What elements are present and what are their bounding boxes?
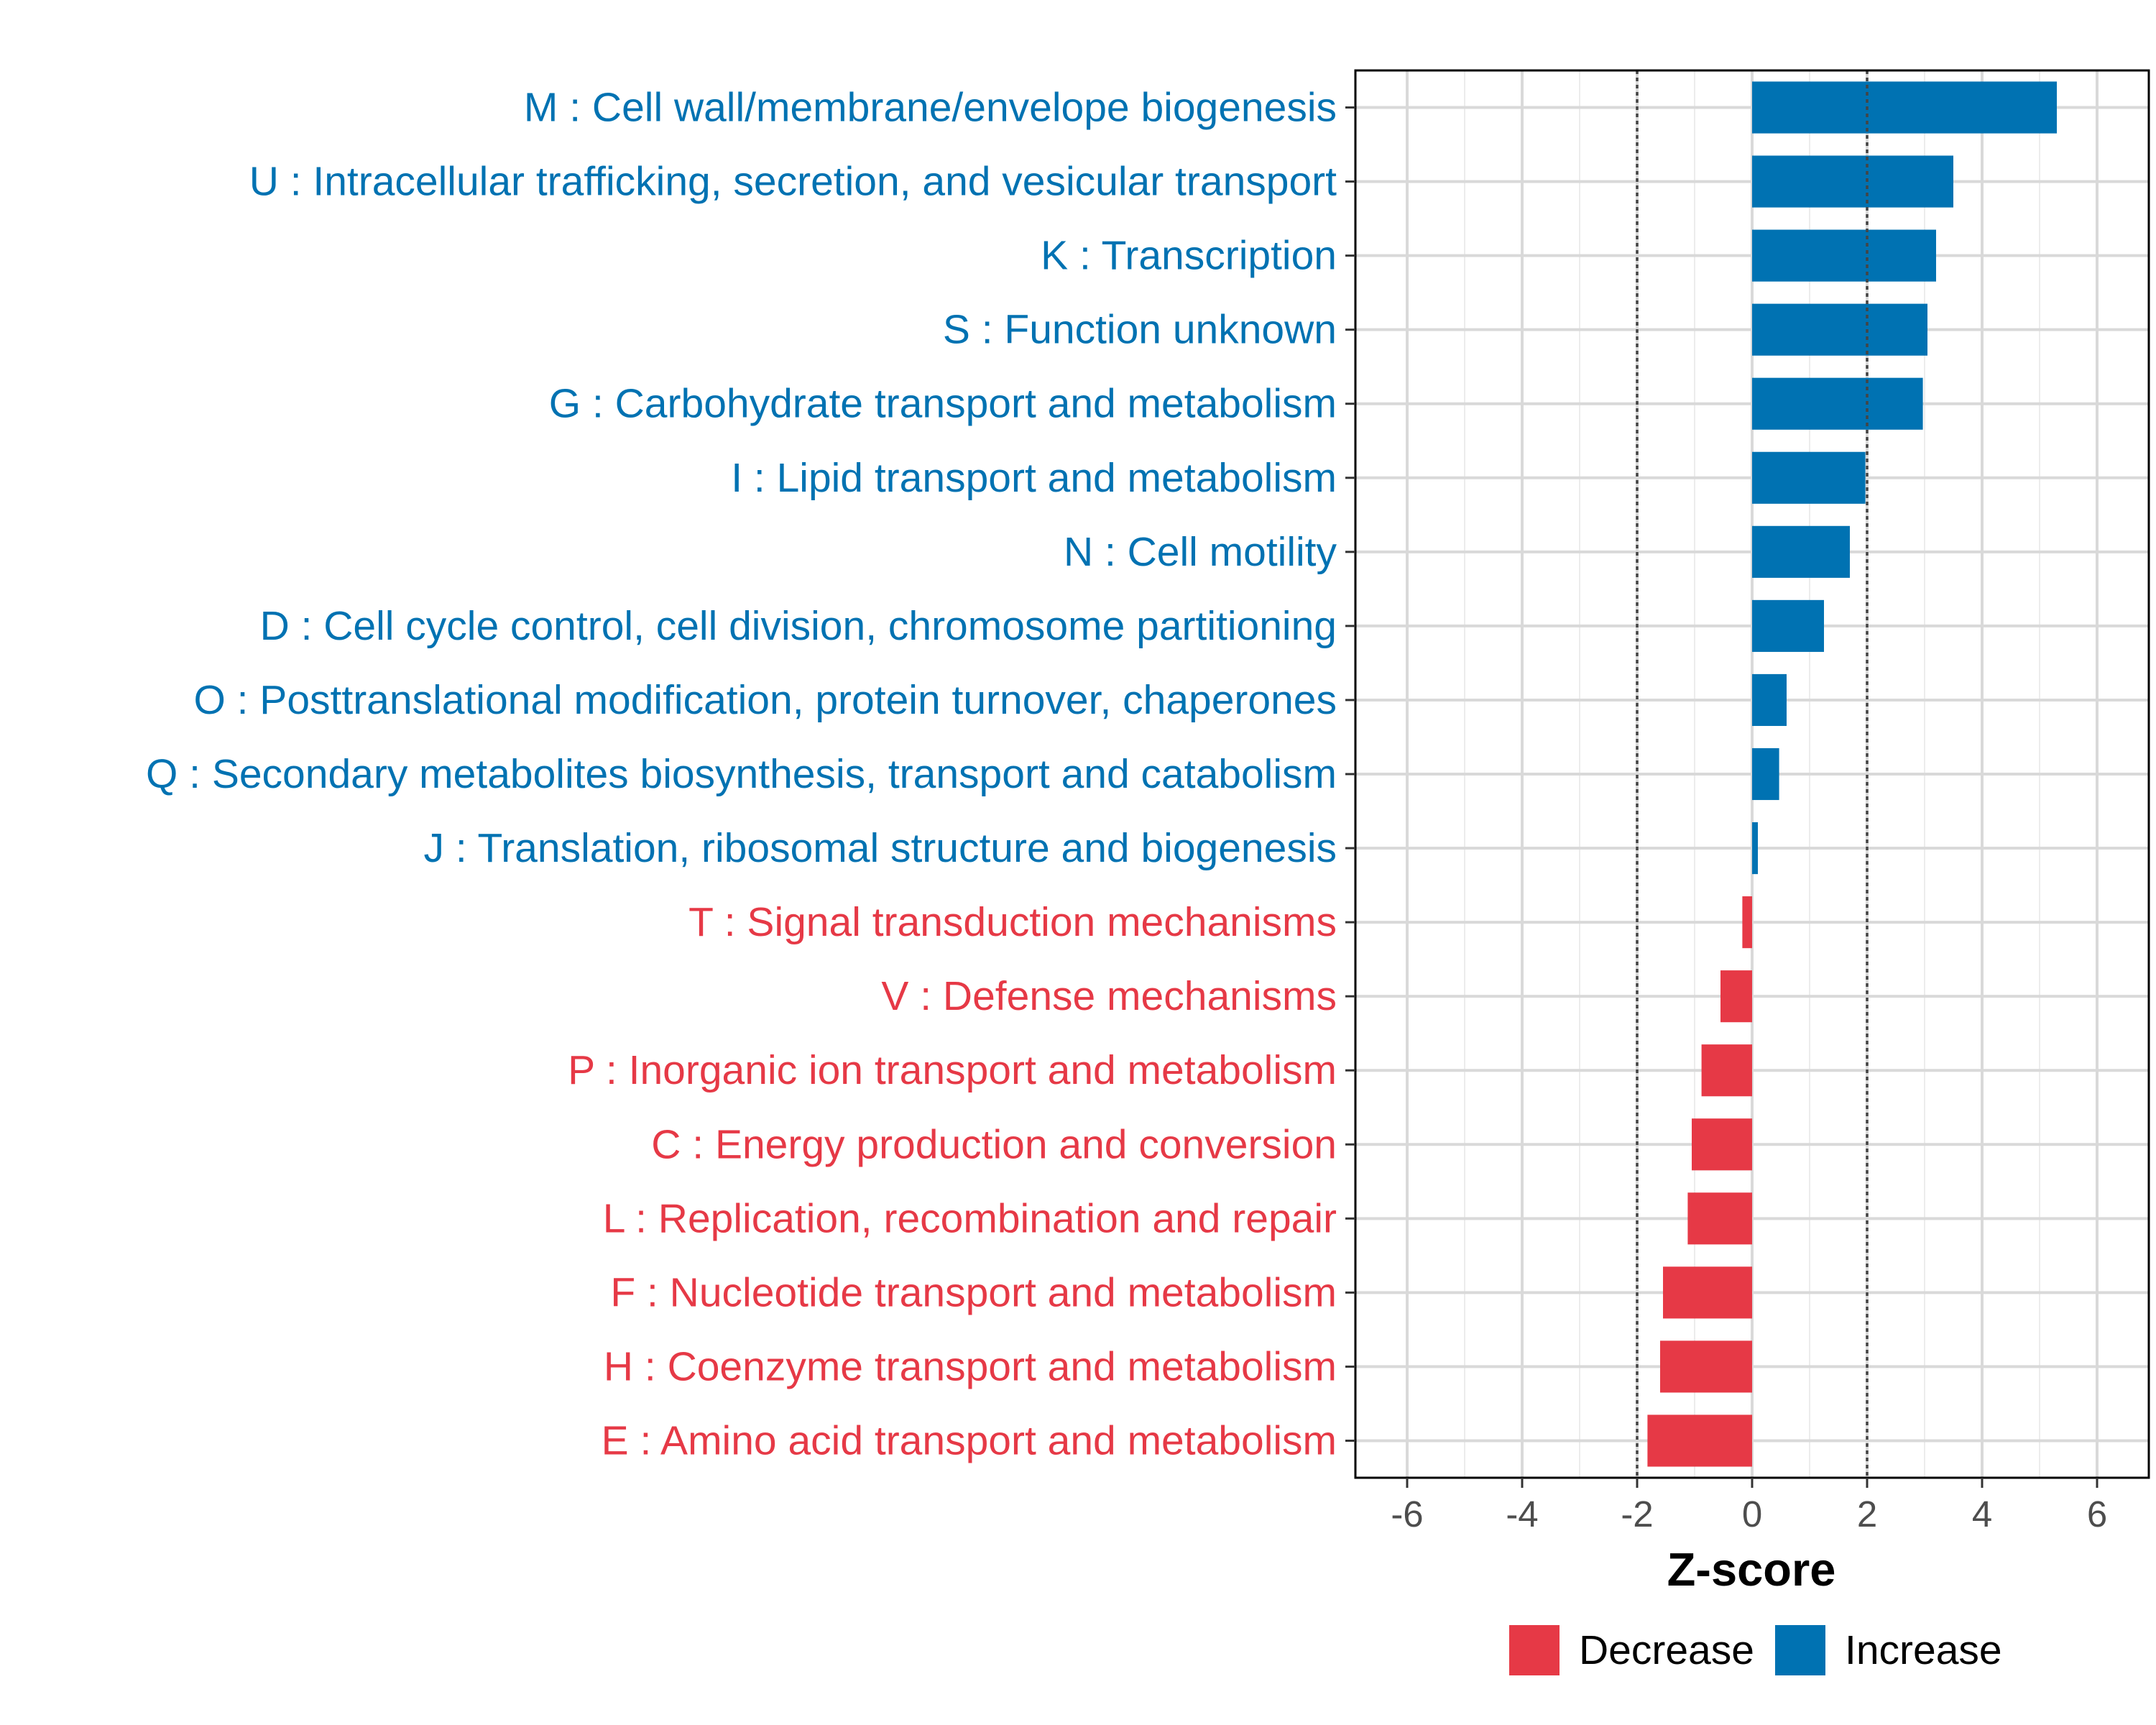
bar-n xyxy=(1752,525,1850,578)
legend-key-decrease xyxy=(1509,1625,1560,1675)
x-axis-tick-labels: -6 -4 -2 0 2 4 6 xyxy=(1391,1494,2107,1535)
bar-l xyxy=(1687,1192,1752,1245)
category-label: J : Translation, ribosomal structure and… xyxy=(424,825,1337,871)
bar-f xyxy=(1663,1266,1752,1319)
x-tick-label: -2 xyxy=(1621,1494,1653,1535)
category-label: G : Carbohydrate transport and metabolis… xyxy=(549,381,1337,427)
x-tick-label: -6 xyxy=(1391,1494,1423,1535)
legend-key-increase xyxy=(1775,1625,1825,1675)
category-label: M : Cell wall/membrane/envelope biogenes… xyxy=(524,85,1337,131)
category-label: P : Inorganic ion transport and metaboli… xyxy=(568,1047,1337,1093)
bar-q xyxy=(1752,748,1779,801)
legend-label-increase: Increase xyxy=(1845,1627,2002,1673)
bars xyxy=(1647,81,2057,1467)
bar-j xyxy=(1752,822,1758,875)
bar-k xyxy=(1752,229,1936,282)
x-axis-ticks xyxy=(1406,1478,2099,1488)
category-label: E : Amino acid transport and metabolism xyxy=(602,1417,1337,1463)
x-tick-label: 6 xyxy=(2087,1494,2107,1535)
bar-v xyxy=(1720,970,1752,1023)
x-tick-label: 2 xyxy=(1857,1494,1877,1535)
bar-g xyxy=(1752,377,1923,430)
x-tick-label: 4 xyxy=(1972,1494,1992,1535)
category-label: T : Signal transduction mechanisms xyxy=(688,899,1337,945)
category-label: V : Defense mechanisms xyxy=(881,973,1337,1019)
category-label: K : Transcription xyxy=(1041,233,1337,279)
bar-h xyxy=(1660,1340,1752,1393)
bar-p xyxy=(1701,1044,1752,1097)
category-label: O : Posttranslational modification, prot… xyxy=(193,677,1337,723)
bar-t xyxy=(1742,896,1752,949)
x-tick-label: 0 xyxy=(1742,1494,1762,1535)
y-axis-ticks xyxy=(1345,106,1355,1442)
bar-u xyxy=(1752,155,1953,208)
reference-lines xyxy=(1636,70,1869,1478)
category-label: U : Intracellular trafficking, secretion… xyxy=(249,159,1337,205)
category-label: D : Cell cycle control, cell division, c… xyxy=(260,603,1337,649)
category-label: C : Energy production and conversion xyxy=(651,1121,1337,1167)
category-label: S : Function unknown xyxy=(943,307,1337,353)
category-label: F : Nucleotide transport and metabolism xyxy=(610,1269,1337,1315)
bar-o xyxy=(1752,673,1787,727)
category-label: I : Lipid transport and metabolism xyxy=(731,455,1337,501)
x-tick-label: -4 xyxy=(1506,1494,1538,1535)
legend-label-decrease: Decrease xyxy=(1579,1627,1754,1673)
category-label: L : Replication, recombination and repai… xyxy=(603,1195,1337,1241)
bar-e xyxy=(1647,1414,1752,1467)
bar-s xyxy=(1752,303,1927,356)
category-label: Q : Secondary metabolites biosynthesis, … xyxy=(146,751,1337,797)
category-label: N : Cell motility xyxy=(1064,529,1337,575)
category-labels: M : Cell wall/membrane/envelope biogenes… xyxy=(146,85,1337,1464)
legend: Decrease Increase xyxy=(1509,1625,2002,1675)
category-label: H : Coenzyme transport and metabolism xyxy=(604,1343,1337,1389)
bar-m xyxy=(1752,81,2057,134)
bar-d xyxy=(1752,599,1824,652)
bar-c xyxy=(1692,1118,1752,1171)
x-axis-title: Z-score xyxy=(1667,1543,1836,1596)
bar-i xyxy=(1752,451,1866,504)
